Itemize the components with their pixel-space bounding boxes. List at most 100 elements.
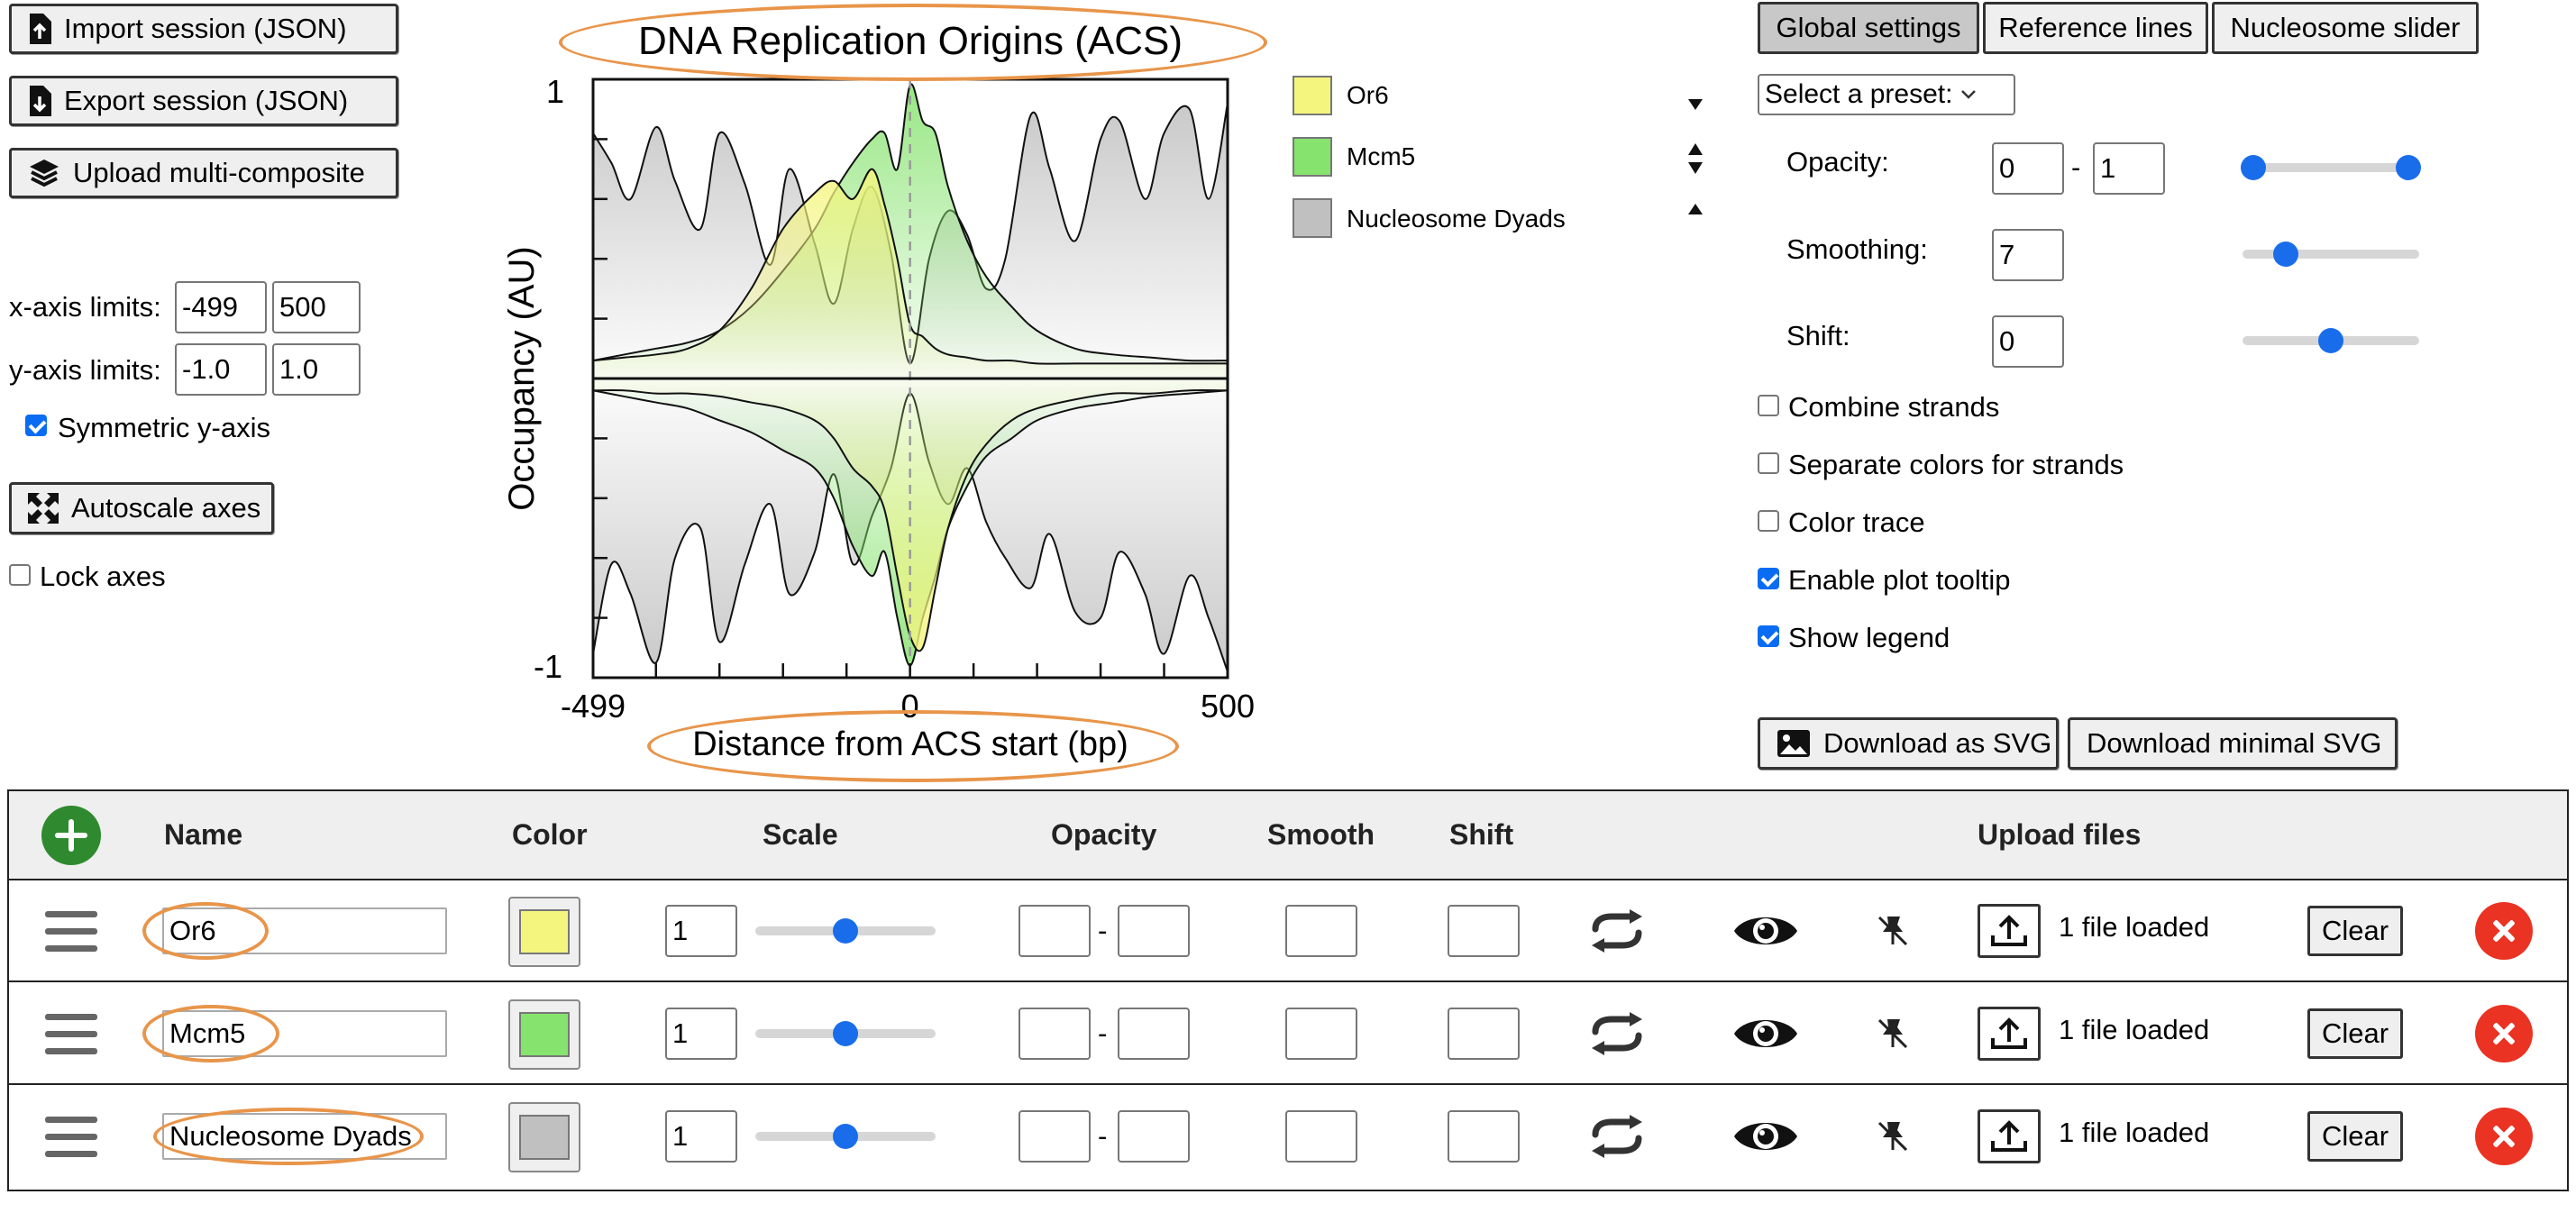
legend-label-mcm5: Mcm5 [1347, 142, 1416, 170]
visibility-eye-icon[interactable] [1732, 1111, 1799, 1162]
download-svg-label: Download as SVG [1823, 727, 2052, 759]
drag-handle-icon[interactable] [45, 909, 97, 953]
move-down-arrow-icon[interactable] [1687, 97, 1704, 112]
row-file-status: 1 file loaded [2059, 1014, 2210, 1045]
row-upload-button[interactable] [1978, 1109, 2041, 1163]
row-upload-button[interactable] [1978, 904, 2041, 958]
row-clear-button[interactable]: Clear [2307, 1008, 2403, 1059]
upload-icon [1991, 1120, 2027, 1152]
row-delete-button[interactable] [2475, 1108, 2533, 1165]
row-opacity-min-input[interactable] [1019, 1008, 1091, 1060]
row-scale-slider[interactable] [755, 1021, 936, 1046]
row-smooth-input[interactable] [1285, 905, 1357, 957]
row-scale-thumb[interactable] [833, 1021, 858, 1046]
tab-nucleosome-slider[interactable]: Nucleosome slider [2212, 2, 2479, 54]
opacity-range-slider[interactable] [2241, 155, 2421, 180]
drag-handle-icon[interactable] [45, 1115, 97, 1158]
row-opacity-max-input[interactable] [1118, 1110, 1190, 1163]
legend-swatch-or6 [1293, 76, 1332, 115]
swap-strands-icon[interactable] [1588, 1012, 1646, 1055]
row-shift-input[interactable] [1448, 1110, 1520, 1163]
unpin-icon[interactable] [1877, 915, 1909, 947]
row-clear-button[interactable]: Clear [2307, 1111, 2403, 1162]
import-session-button[interactable]: Import session (JSON) [9, 4, 398, 54]
row-color-picker[interactable] [508, 897, 580, 967]
x-tick-label: 500 [1201, 688, 1255, 725]
row-scale-input[interactable]: 1 [665, 1110, 737, 1163]
x-axis-max-input[interactable]: 500 [272, 281, 361, 333]
row-shift-input[interactable] [1448, 1008, 1520, 1060]
swap-strands-icon[interactable] [1588, 909, 1646, 953]
row-scale-input[interactable]: 1 [665, 1008, 737, 1060]
autoscale-axes-button[interactable]: Autoscale axes [9, 482, 274, 534]
enable-plot-tooltip-checkbox[interactable] [1758, 568, 1779, 589]
combine-strands-checkbox[interactable] [1758, 395, 1779, 416]
row-opacity-min-input[interactable] [1019, 905, 1091, 957]
download-svg-button[interactable]: Download as SVG [1758, 717, 2059, 770]
y-axis-min-input[interactable]: -1.0 [175, 343, 267, 396]
separate-colors-checkbox[interactable] [1758, 452, 1779, 474]
shift-slider[interactable] [2243, 328, 2419, 353]
symmetric-y-axis-label: Symmetric y-axis [58, 412, 270, 443]
download-minimal-svg-button[interactable]: Download minimal SVG [2068, 717, 2398, 770]
shift-input[interactable]: 0 [1992, 315, 2064, 368]
color-trace-checkbox[interactable] [1758, 510, 1779, 532]
header-opacity: Opacity [1051, 818, 1157, 851]
symmetric-y-axis-checkbox[interactable] [25, 415, 47, 436]
legend-label-nucleosome-dyads: Nucleosome Dyads [1347, 205, 1566, 233]
row-scale-input[interactable]: 1 [665, 905, 737, 957]
row-smooth-input[interactable] [1285, 1008, 1357, 1060]
row-scale-slider[interactable] [755, 918, 936, 944]
upload-multi-composite-button[interactable]: Upload multi-composite [9, 148, 398, 198]
y-tick-label: -1 [534, 648, 562, 685]
row-shift-input[interactable] [1448, 905, 1520, 957]
series-line-mcm-reverse [592, 389, 1229, 667]
header-smooth: Smooth [1267, 818, 1375, 851]
export-session-button[interactable]: Export session (JSON) [9, 76, 398, 126]
row-delete-button[interactable] [2475, 1005, 2533, 1063]
swap-strands-icon[interactable] [1588, 1115, 1646, 1158]
smoothing-input[interactable]: 7 [1992, 229, 2064, 281]
import-session-label: Import session (JSON) [64, 13, 347, 44]
lock-axes-checkbox[interactable] [9, 564, 31, 586]
upload-multi-composite-label: Upload multi-composite [73, 157, 365, 188]
move-up-arrow-icon[interactable] [1687, 202, 1704, 216]
row-opacity-max-input[interactable] [1118, 1008, 1190, 1060]
tab-reference-lines[interactable]: Reference lines [1983, 2, 2208, 54]
row-opacity-min-input[interactable] [1019, 1110, 1091, 1163]
visibility-eye-icon[interactable] [1732, 1008, 1799, 1059]
row-upload-button[interactable] [1978, 1007, 2041, 1061]
row-smooth-input[interactable] [1285, 1110, 1357, 1163]
preset-select[interactable]: Select a preset: [1758, 74, 2015, 115]
opacity-max-thumb[interactable] [2396, 155, 2421, 180]
drag-handle-icon[interactable] [45, 1012, 97, 1055]
row-color-picker[interactable] [508, 1102, 580, 1172]
move-up-down-arrows-icon[interactable] [1687, 141, 1704, 177]
composite-table [7, 789, 2569, 1191]
row-scale-slider[interactable] [755, 1124, 936, 1149]
show-legend-checkbox[interactable] [1758, 625, 1779, 647]
opacity-max-input[interactable]: 1 [2093, 142, 2165, 195]
row-scale-thumb[interactable] [833, 1124, 858, 1149]
legend-swatch-mcm5 [1293, 137, 1332, 177]
row-color-picker[interactable] [508, 999, 580, 1070]
row-delete-button[interactable] [2475, 902, 2533, 960]
row-clear-button[interactable]: Clear [2307, 906, 2403, 956]
row-opacity-dash: - [1098, 1120, 1108, 1152]
export-session-label: Export session (JSON) [64, 85, 349, 116]
row-scale-thumb[interactable] [833, 918, 858, 944]
x-axis-min-input[interactable]: -499 [175, 281, 267, 333]
add-composite-button[interactable] [41, 806, 101, 865]
smoothing-thumb[interactable] [2273, 242, 2298, 267]
row-opacity-max-input[interactable] [1118, 905, 1190, 957]
unpin-icon[interactable] [1877, 1120, 1909, 1153]
smoothing-slider[interactable] [2243, 242, 2419, 267]
y-axis-max-input[interactable]: 1.0 [272, 343, 361, 396]
shift-thumb[interactable] [2318, 328, 2343, 353]
opacity-min-thumb[interactable] [2241, 155, 2266, 180]
opacity-min-input[interactable]: 0 [1992, 142, 2064, 195]
visibility-eye-icon[interactable] [1732, 906, 1799, 956]
unpin-icon[interactable] [1877, 1017, 1909, 1050]
tab-global-settings[interactable]: Global settings [1758, 2, 1979, 54]
